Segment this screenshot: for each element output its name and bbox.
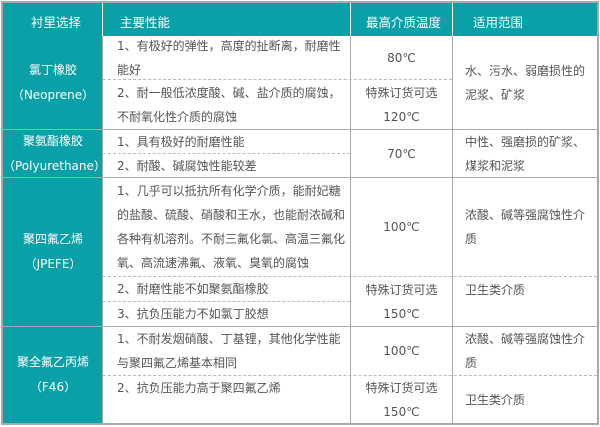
dashed-divider (103, 153, 350, 154)
temperature: 100℃ (383, 220, 420, 234)
divider (102, 3, 103, 36)
row-divider (3, 177, 597, 178)
scope: 中性、强磨损的矿浆、煤浆和泥浆 (465, 134, 586, 173)
property: 1、几乎可以抵抗所有化学介质，能耐妃糖的盐酸、硫酸、硝酸和王水，也能耐浓碱和各种… (117, 184, 346, 270)
special-order-label: 特殊订货可选 (365, 282, 438, 297)
temperature: 80℃ (387, 50, 416, 65)
property: 2、耐一般低浓度酸、碱、盐介质的腐蚀，不耐氧化性介质的腐蚀 (117, 85, 341, 124)
header-properties: 主要性能 (120, 15, 171, 30)
divider (452, 3, 453, 36)
temperature-special: 特殊订货可选 120℃ (351, 80, 452, 129)
scope: 卫生类介质 (465, 283, 526, 297)
special-order-label: 特殊订货可选 (365, 380, 438, 395)
dashed-divider (103, 79, 452, 80)
scope: 卫生类介质 (465, 392, 526, 407)
dashed-divider (103, 276, 597, 277)
special-order-label: 特殊订货可选 (365, 85, 438, 100)
lining-cell: 聚氨酯橡胶 （Polyurethane） (3, 130, 106, 177)
special-temperature: 150℃ (383, 306, 420, 321)
property: 1、不耐发烟硝酸、丁基锂，其他化学性能与聚四氟乙烯基本相同 (117, 332, 341, 370)
divider (452, 36, 453, 423)
temperature-special: 特殊订货可选 150℃ (351, 277, 452, 326)
property: 1、具有极好的耐磨性能 (117, 134, 245, 149)
header-temperature: 最高介质温度 (366, 15, 442, 30)
lining-code: （F46） (29, 380, 77, 394)
property: 2、耐磨性能不如聚氨酯橡胶 (117, 282, 269, 296)
special-temperature: 150℃ (383, 404, 420, 419)
property: 3、抗负压能力不如氯丁胶想 (117, 307, 269, 321)
temperature: 70℃ (387, 146, 416, 161)
row-divider (3, 129, 597, 130)
row-divider (3, 326, 597, 327)
header-scope: 适用范围 (473, 15, 524, 30)
property: 1、有极好的弹性，高度的扯断离，耐磨性能好 (117, 38, 341, 77)
divider (350, 36, 351, 423)
scope: 水、污水、弱磨损性的泥浆、矿浆 (465, 63, 586, 102)
scope: 浓酸、碱等强腐蚀性介质 (465, 208, 586, 246)
divider (102, 36, 103, 423)
temperature: 100℃ (383, 344, 420, 358)
lining-cell: 聚全氟乙丙烯 （F46） (3, 327, 103, 423)
lining-code: （Polyurethane） (3, 158, 106, 173)
lining-cell: 氯丁橡胶 （Neoprene） (3, 36, 103, 129)
lining-name: 聚全氟乙丙烯 (16, 355, 89, 369)
property: 2、耐酸、碱腐蚀性能较差 (117, 158, 257, 173)
divider (350, 3, 351, 36)
header-lining: 衬里选择 (31, 15, 82, 30)
property: 2、抗负压能力高于聚四氟乙烯 (117, 381, 281, 395)
scope: 浓酸、碱等强腐蚀性介质 (465, 332, 586, 370)
dashed-divider (103, 301, 350, 302)
temperature-special: 特殊订货可选 150℃ (351, 376, 452, 423)
lining-code: （JPEFE） (24, 257, 82, 271)
table-header: 衬里选择 主要性能 最高介质温度 适用范围 (3, 3, 597, 36)
lining-name: 聚四氟乙烯 (22, 232, 83, 246)
lining-code: （Neoprene） (11, 87, 95, 102)
lining-cell: 聚四氟乙烯 （JPEFE） (3, 178, 103, 326)
dashed-divider (103, 375, 597, 376)
lining-name: 氯丁橡胶 (28, 62, 77, 77)
lining-name: 聚氨酯橡胶 (22, 133, 83, 148)
special-temperature: 120℃ (383, 109, 420, 124)
